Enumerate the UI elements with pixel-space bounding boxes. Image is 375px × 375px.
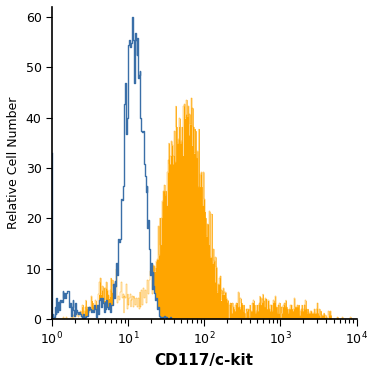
X-axis label: CD117/c-kit: CD117/c-kit bbox=[155, 353, 254, 368]
Y-axis label: Relative Cell Number: Relative Cell Number bbox=[7, 97, 20, 229]
